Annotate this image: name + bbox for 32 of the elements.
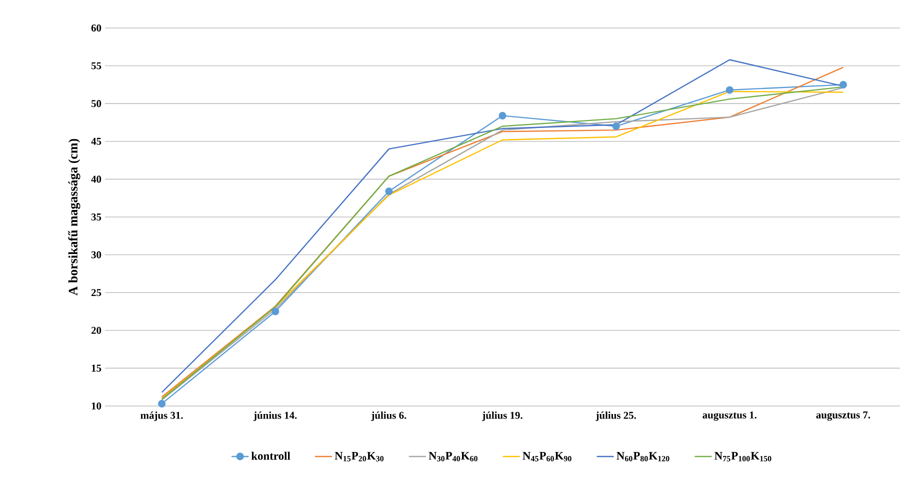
y-tick-label: 15: [92, 364, 102, 372]
x-tick-label: július 25.: [596, 412, 636, 421]
legend-label: N$_{15}$P$_{20}$K$_{30}$: [334, 452, 384, 462]
y-tick-label: 50: [91, 100, 102, 108]
x-tick-label: augusztus 7.: [816, 412, 870, 421]
point: [385, 187, 393, 196]
point: [612, 122, 620, 130]
y-tick-label: 20: [91, 326, 102, 334]
legend-label: N$_{75}$P$_{100}$K$_{150}$: [714, 452, 772, 462]
y-tick-label: 40: [91, 176, 102, 183]
point: [839, 80, 848, 88]
y-tick-label: 35: [91, 213, 102, 221]
y-tick-label: 60: [91, 24, 102, 32]
y-axis-title: A borsikafű magassága (cm): [68, 138, 80, 296]
point: [726, 86, 734, 94]
x-tick-label: augusztus 1.: [702, 411, 756, 421]
point: [272, 308, 280, 316]
y-tick-label: 45: [91, 138, 102, 145]
y-tick-label: 55: [91, 62, 102, 70]
legend-label: N$_{45}$P$_{60}$K$_{90}$: [522, 452, 572, 462]
point: [158, 400, 166, 408]
x-tick-label: június 14.: [253, 412, 297, 421]
legend-label: N$_{30}$P$_{40}$K$_{60}$: [428, 452, 478, 462]
x-tick-label: május 31.: [140, 412, 183, 421]
x-tick-label: július 6.: [371, 412, 406, 421]
legend-label: kontroll: [251, 452, 290, 460]
y-tick-label: 10: [92, 402, 102, 410]
y-tick-label: 25: [91, 289, 102, 296]
point: [498, 112, 506, 120]
y-tick-label: 30: [91, 251, 102, 258]
x-tick-label: július 19.: [482, 412, 522, 421]
legend-label: N$_{60}$P$_{80}$K$_{120}$: [616, 452, 670, 462]
